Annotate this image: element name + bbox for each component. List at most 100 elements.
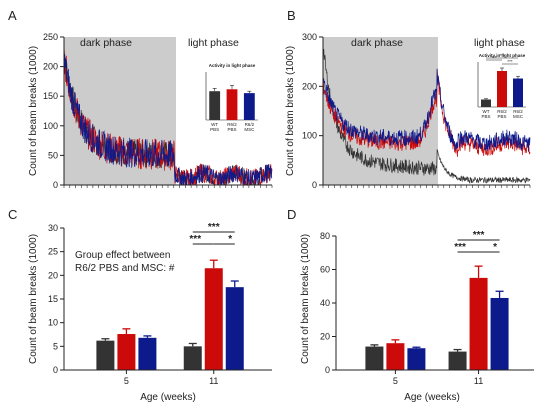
inset-category-label: R6/2 bbox=[513, 109, 523, 114]
group-effect-annotation-line1: Group effect between bbox=[75, 250, 170, 261]
inset-bar bbox=[481, 99, 491, 107]
panel-letter-a: A bbox=[8, 8, 17, 23]
panel-c-bar-chart: 5 11 0 5 10 15 20 25 30 Count of beam breaks (1… bbox=[28, 222, 272, 403]
panel-b-activity-trace: dark phase light phase 0 100 200 300 Count … bbox=[285, 32, 532, 190]
bar-group: 5 11 bbox=[96, 259, 244, 386]
y-tick-label: 100 bbox=[302, 131, 317, 141]
y-axis-title: Count of beam breaks (1000) bbox=[28, 234, 39, 364]
y-tick-label: 200 bbox=[302, 81, 317, 91]
inset-category-label: PBS bbox=[210, 127, 219, 132]
y-tick-label: 5 bbox=[53, 341, 58, 351]
inset-category-label: PBS bbox=[481, 114, 490, 119]
bar bbox=[225, 287, 244, 370]
y-tick-label: 30 bbox=[48, 223, 58, 233]
y-tick-label: 0 bbox=[53, 180, 58, 190]
y-tick-label: 15 bbox=[48, 294, 58, 304]
y-tick-label: 150 bbox=[43, 91, 58, 101]
y-tick-label: 0 bbox=[325, 365, 330, 375]
inset-category-label: R6/2 bbox=[227, 122, 237, 127]
x-axis-title: Age (weeks) bbox=[404, 392, 460, 403]
y-tick-label: 80 bbox=[320, 231, 330, 241]
y-tick-label: 20 bbox=[48, 270, 58, 280]
inset-title: Activity in light phase bbox=[479, 53, 526, 58]
y-tick-label: 60 bbox=[320, 265, 330, 275]
y-tick-label: 200 bbox=[43, 62, 58, 72]
inset-category-label: R6/2 bbox=[497, 109, 507, 114]
x-tick-label: 5 bbox=[124, 376, 129, 386]
bar bbox=[365, 346, 384, 370]
y-tick-label: 25 bbox=[48, 247, 58, 257]
inset-bar-chart: Activity in light phaseWTPBSR6/2PBSR6/2M… bbox=[460, 50, 532, 127]
r62-msc-trace bbox=[63, 48, 273, 186]
significance-label: *** bbox=[454, 242, 466, 253]
y-tick-group: 0 5 10 15 20 25 30 bbox=[48, 223, 64, 375]
significance-label: * bbox=[228, 234, 232, 245]
panel-d-bar-chart: 5 11 0 20 40 60 80 Count of beam breaks (1000… bbox=[300, 230, 534, 403]
inset-significance-label: *** bbox=[507, 59, 513, 64]
panel-a-activity-trace: dark phase light phase 0 50 100 150 200 250 C… bbox=[28, 32, 273, 190]
x-tick-label: 5 bbox=[393, 376, 398, 386]
y-tick-label: 300 bbox=[302, 32, 317, 42]
inset-bar bbox=[513, 78, 523, 107]
y-axis-title: Count of beam breaks (1000) bbox=[285, 46, 296, 176]
significance-label: * bbox=[493, 242, 497, 253]
bar bbox=[386, 343, 405, 370]
bar bbox=[96, 340, 115, 370]
inset-category-label: PBS bbox=[497, 114, 506, 119]
panel-letter-d: D bbox=[287, 207, 296, 222]
y-tick-label: 40 bbox=[320, 298, 330, 308]
significance-label: *** bbox=[208, 222, 220, 233]
inset-significance-label: *** bbox=[499, 53, 505, 58]
light-phase-label: light phase bbox=[188, 37, 239, 49]
y-axis-title: Count of beam breaks (1000) bbox=[300, 234, 311, 364]
y-axis-title: Count of beam breaks (1000) bbox=[28, 46, 39, 176]
inset-bar bbox=[209, 91, 221, 120]
inset-category-label: WT bbox=[211, 122, 218, 127]
group-effect-annotation-line2: R6/2 PBS and MSC: # bbox=[75, 263, 175, 274]
y-tick-label: 0 bbox=[53, 365, 58, 375]
bar bbox=[469, 277, 488, 370]
panel-letter-b: B bbox=[287, 8, 296, 23]
bar bbox=[448, 351, 467, 370]
inset-category-label: WT bbox=[483, 109, 490, 114]
inset-bar bbox=[226, 89, 238, 120]
inset-bar-chart: Activity in light phaseWTPBSR6/2PBSR6/2M… bbox=[188, 60, 264, 140]
light-phase-label: light phase bbox=[474, 37, 525, 49]
significance-label: *** bbox=[189, 234, 201, 245]
bar bbox=[204, 268, 223, 370]
bar bbox=[183, 346, 202, 370]
x-tick-label: 11 bbox=[474, 376, 483, 386]
inset-significance-label: *** bbox=[491, 55, 497, 60]
dark-phase-label: dark phase bbox=[80, 37, 132, 49]
inset-category-label: PBS bbox=[227, 127, 236, 132]
dark-phase-label: dark phase bbox=[351, 37, 403, 49]
y-tick-group: 0 50 100 150 200 250 bbox=[43, 32, 273, 190]
y-tick-label: 100 bbox=[43, 121, 58, 131]
significance-group: ****** * bbox=[454, 230, 500, 253]
wt-trace bbox=[322, 47, 531, 184]
bar bbox=[407, 348, 426, 370]
y-tick-label: 50 bbox=[48, 150, 58, 160]
trace-group bbox=[322, 47, 531, 184]
inset-title: Activity in light phase bbox=[209, 63, 256, 68]
significance-label: *** bbox=[473, 230, 485, 241]
y-tick-label: 10 bbox=[48, 318, 58, 328]
trace-group bbox=[63, 46, 273, 187]
significance-group: ****** * bbox=[189, 222, 235, 245]
inset-bar bbox=[243, 93, 255, 120]
bar bbox=[490, 297, 509, 370]
y-tick-group: 0 100 200 300 bbox=[302, 32, 531, 190]
y-tick-label: 20 bbox=[320, 332, 330, 342]
y-tick-label: 250 bbox=[43, 32, 58, 42]
y-tick-group: 0 20 40 60 80 bbox=[320, 231, 336, 375]
inset-category-label: MSC bbox=[244, 127, 255, 132]
bar bbox=[138, 337, 157, 370]
bar-group: 5 11 bbox=[365, 265, 509, 386]
x-tick-label: 11 bbox=[209, 376, 218, 386]
bar bbox=[117, 334, 136, 370]
r62-msc-trace bbox=[322, 68, 531, 152]
inset-category-label: MSC bbox=[513, 114, 524, 119]
inset-category-label: R6/2 bbox=[245, 122, 255, 127]
y-tick-label: 0 bbox=[312, 180, 317, 190]
